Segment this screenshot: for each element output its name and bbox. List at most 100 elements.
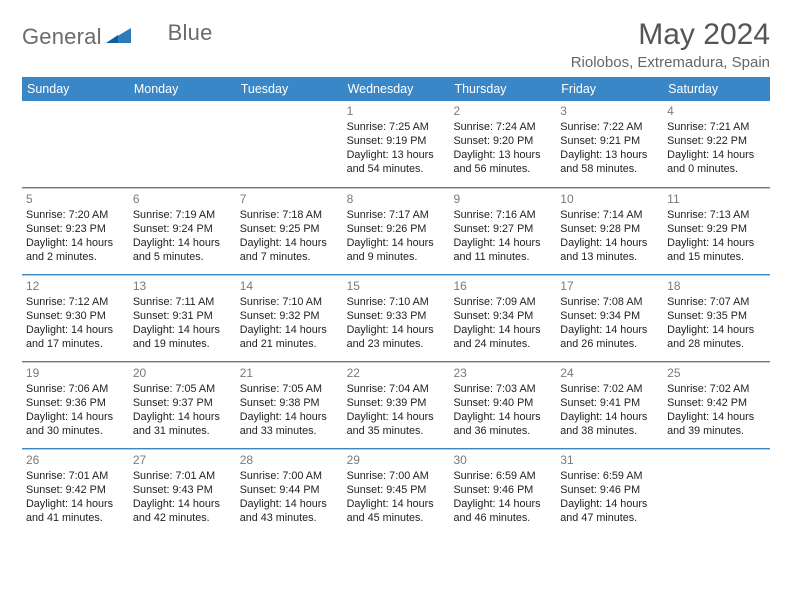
calendar-week: 5Sunrise: 7:20 AMSunset: 9:23 PMDaylight… — [22, 188, 770, 275]
sunrise-text: Sunrise: 7:04 AM — [347, 383, 446, 397]
day-number: 4 — [667, 104, 766, 119]
day-number: 13 — [133, 279, 232, 294]
daylight-text: Daylight: 14 hours and 42 minutes. — [133, 498, 232, 526]
sunrise-text: Sunrise: 7:16 AM — [453, 209, 552, 223]
calendar-week: 12Sunrise: 7:12 AMSunset: 9:30 PMDayligh… — [22, 275, 770, 362]
day-number: 30 — [453, 453, 552, 468]
calendar-cell: 18Sunrise: 7:07 AMSunset: 9:35 PMDayligh… — [663, 275, 770, 361]
sunrise-text: Sunrise: 6:59 AM — [560, 470, 659, 484]
calendar-cell: 15 Sunrise: 7:10 AMSunset: 9:33 PMDayligh… — [343, 275, 450, 361]
sunrise-text: Sunrise: 7:10 AM — [347, 296, 446, 310]
calendar-body: 1Sunrise: 7:25 AMSunset: 9:19 PMDaylight… — [22, 101, 770, 535]
sunrise-text: Sunrise: 7:08 AM — [560, 296, 659, 310]
daylight-text: Daylight: 14 hours and 45 minutes. — [347, 498, 446, 526]
calendar-cell: 26Sunrise: 7:01 AMSunset: 9:42 PMDayligh… — [22, 449, 129, 535]
sunrise-text: Sunrise: 7:20 AM — [26, 209, 125, 223]
day-number: 14 — [240, 279, 339, 294]
logo-triangle-icon — [106, 26, 132, 49]
calendar-cell: 5Sunrise: 7:20 AMSunset: 9:23 PMDaylight… — [22, 188, 129, 274]
sunset-text: Sunset: 9:34 PM — [453, 310, 552, 324]
calendar-cell: 4 Sunrise: 7:21 AMSunset: 9:22 PMDaylight… — [663, 101, 770, 187]
sunrise-text: Sunrise: 7:09 AM — [453, 296, 552, 310]
sunset-text: Sunset: 9:25 PM — [240, 223, 339, 237]
calendar-cell: 13Sunrise: 7:11 AMSunset: 9:31 PMDayligh… — [129, 275, 236, 361]
calendar-cell: 30Sunrise: 6:59 AMSunset: 9:46 PMDayligh… — [449, 449, 556, 535]
sunrise-text: Sunrise: 7:22 AM — [560, 121, 659, 135]
sunset-text: Sunset: 9:33 PM — [347, 310, 446, 324]
daylight-text: Daylight: 14 hours and 38 minutes. — [560, 411, 659, 439]
day-number: 18 — [667, 279, 766, 294]
daylight-text: Daylight: 13 hours and 58 minutes. — [560, 149, 659, 177]
sunset-text: Sunset: 9:46 PM — [560, 484, 659, 498]
sunrise-text: Sunrise: 7:13 AM — [667, 209, 766, 223]
sunrise-text: Sunrise: 7:14 AM — [560, 209, 659, 223]
day-number: 12 — [26, 279, 125, 294]
page-subtitle: Riolobos, Extremadura, Spain — [571, 54, 770, 71]
sunrise-text: Sunrise: 7:11 AM — [133, 296, 232, 310]
daylight-text: Daylight: 14 hours and 47 minutes. — [560, 498, 659, 526]
day-number: 15 — [347, 279, 446, 294]
daylight-text: Daylight: 14 hours and 0 minutes. — [667, 149, 766, 177]
sunset-text: Sunset: 9:21 PM — [560, 135, 659, 149]
sunset-text: Sunset: 9:36 PM — [26, 397, 125, 411]
daylight-text: Daylight: 14 hours and 23 minutes. — [347, 324, 446, 352]
sunrise-text: Sunrise: 7:12 AM — [26, 296, 125, 310]
calendar-cell — [129, 101, 236, 187]
sunset-text: Sunset: 9:45 PM — [347, 484, 446, 498]
sunrise-text: Sunrise: 7:03 AM — [453, 383, 552, 397]
calendar-cell: 29Sunrise: 7:00 AMSunset: 9:45 PMDayligh… — [343, 449, 450, 535]
sunset-text: Sunset: 9:27 PM — [453, 223, 552, 237]
weekday-header: Wednesday — [343, 77, 450, 101]
page-header: General Blue May 2024 Riolobos, Extremad… — [22, 18, 770, 71]
sunset-text: Sunset: 9:22 PM — [667, 135, 766, 149]
sunset-text: Sunset: 9:35 PM — [667, 310, 766, 324]
sunset-text: Sunset: 9:32 PM — [240, 310, 339, 324]
calendar-cell: 19Sunrise: 7:06 AMSunset: 9:36 PMDayligh… — [22, 362, 129, 448]
day-number: 20 — [133, 366, 232, 381]
daylight-text: Daylight: 14 hours and 9 minutes. — [347, 237, 446, 265]
sunrise-text: Sunrise: 7:17 AM — [347, 209, 446, 223]
day-number: 17 — [560, 279, 659, 294]
calendar-cell: 14Sunrise: 7:10 AMSunset: 9:32 PMDayligh… — [236, 275, 343, 361]
day-number: 1 — [347, 104, 446, 119]
sunrise-text: Sunrise: 7:10 AM — [240, 296, 339, 310]
sunrise-text: Sunrise: 6:59 AM — [453, 470, 552, 484]
day-number: 23 — [453, 366, 552, 381]
daylight-text: Daylight: 14 hours and 26 minutes. — [560, 324, 659, 352]
sunset-text: Sunset: 9:39 PM — [347, 397, 446, 411]
sunrise-text: Sunrise: 7:21 AM — [667, 121, 766, 135]
page: General Blue May 2024 Riolobos, Extremad… — [0, 0, 792, 545]
daylight-text: Daylight: 14 hours and 24 minutes. — [453, 324, 552, 352]
sunset-text: Sunset: 9:41 PM — [560, 397, 659, 411]
sunset-text: Sunset: 9:31 PM — [133, 310, 232, 324]
calendar: SundayMondayTuesdayWednesdayThursdayFrid… — [22, 77, 770, 535]
sunset-text: Sunset: 9:42 PM — [667, 397, 766, 411]
logo-text-general: General — [22, 24, 102, 50]
calendar-cell: 17Sunrise: 7:08 AMSunset: 9:34 PMDayligh… — [556, 275, 663, 361]
day-number: 2 — [453, 104, 552, 119]
day-number: 6 — [133, 192, 232, 207]
calendar-cell: 23Sunrise: 7:03 AMSunset: 9:40 PMDayligh… — [449, 362, 556, 448]
calendar-cell: 1Sunrise: 7:25 AMSunset: 9:19 PMDaylight… — [343, 101, 450, 187]
day-number: 24 — [560, 366, 659, 381]
sunset-text: Sunset: 9:23 PM — [26, 223, 125, 237]
day-number: 8 — [347, 192, 446, 207]
calendar-cell: 8Sunrise: 7:17 AMSunset: 9:26 PMDaylight… — [343, 188, 450, 274]
daylight-text: Daylight: 14 hours and 7 minutes. — [240, 237, 339, 265]
daylight-text: Daylight: 13 hours and 54 minutes. — [347, 149, 446, 177]
sunrise-text: Sunrise: 7:07 AM — [667, 296, 766, 310]
daylight-text: Daylight: 14 hours and 11 minutes. — [453, 237, 552, 265]
calendar-cell: 27Sunrise: 7:01 AMSunset: 9:43 PMDayligh… — [129, 449, 236, 535]
sunrise-text: Sunrise: 7:01 AM — [26, 470, 125, 484]
daylight-text: Daylight: 14 hours and 2 minutes. — [26, 237, 125, 265]
weekday-header: Friday — [556, 77, 663, 101]
day-number: 29 — [347, 453, 446, 468]
logo-text-blue: Blue — [168, 20, 213, 46]
calendar-cell: 3Sunrise: 7:22 AMSunset: 9:21 PMDaylight… — [556, 101, 663, 187]
weekday-header: Saturday — [663, 77, 770, 101]
calendar-cell: 28Sunrise: 7:00 AMSunset: 9:44 PMDayligh… — [236, 449, 343, 535]
day-number: 25 — [667, 366, 766, 381]
sunset-text: Sunset: 9:46 PM — [453, 484, 552, 498]
daylight-text: Daylight: 14 hours and 5 minutes. — [133, 237, 232, 265]
calendar-cell — [22, 101, 129, 187]
